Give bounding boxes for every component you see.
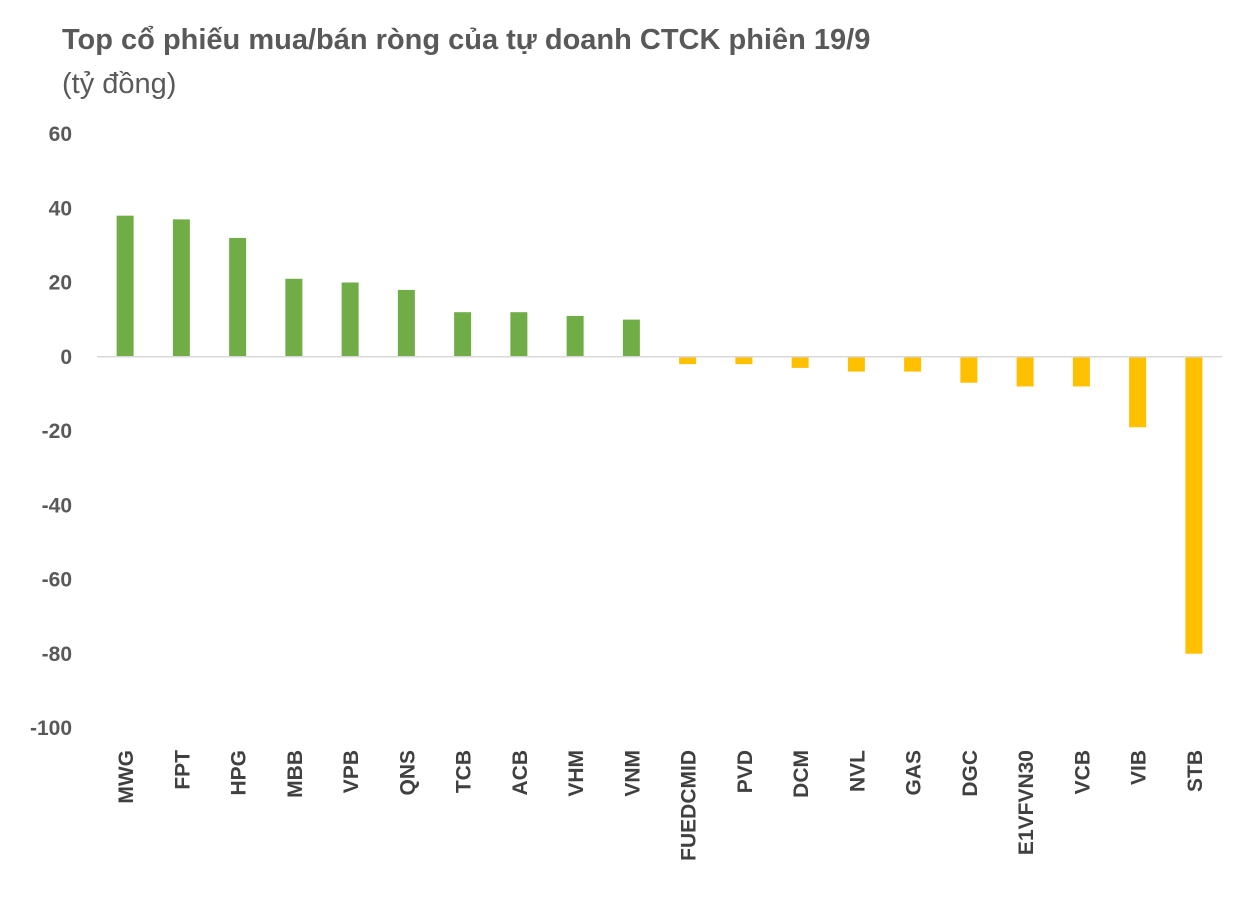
bar-vhm (566, 315, 584, 357)
bars (116, 215, 1203, 654)
bar-vcb (1072, 356, 1090, 387)
y-axis-ticks: 60 40 20 0 -20 -40 -60 -80 -100 (30, 123, 72, 740)
y-tick-label: -40 (42, 494, 72, 517)
x-tick-label: DGC (959, 750, 982, 797)
bar-vpb (341, 282, 359, 357)
y-tick-label: -20 (42, 420, 72, 443)
x-tick-label: DCM (790, 750, 813, 798)
y-tick-label: 20 (49, 272, 72, 295)
x-tick-label: FPT (171, 750, 194, 790)
bar-dgc (960, 356, 978, 383)
y-tick-label: 40 (49, 197, 72, 220)
bar-vib (1129, 356, 1147, 428)
bar-pvd (735, 356, 753, 365)
x-tick-label: ACB (509, 750, 532, 796)
bar-qns (397, 289, 415, 357)
x-tick-label: E1VFVN30 (1015, 750, 1038, 855)
chart-subtitle: (tỷ đồng) (62, 68, 177, 100)
x-axis-ticks: MWG FPT HPG MBB VPB QNS TCB ACB VHM VNM FUEDCMID PV… (115, 750, 1207, 861)
bar-acb (510, 312, 528, 357)
bar-mwg (116, 215, 134, 357)
bar-gas (904, 356, 922, 372)
x-tick-label: VCB (1071, 750, 1094, 794)
y-tick-label: -80 (42, 643, 72, 666)
x-tick-label: VNM (621, 750, 644, 797)
x-tick-label: QNS (396, 750, 419, 796)
x-tick-label: VPB (340, 750, 363, 793)
bar-nvl (847, 356, 865, 372)
bar-dcm (791, 356, 809, 368)
x-tick-label: GAS (903, 750, 926, 796)
x-tick-label: MBB (284, 750, 307, 798)
x-tick-label: PVD (734, 750, 757, 793)
x-tick-label: VHM (565, 750, 588, 797)
y-tick-label: -100 (30, 717, 72, 740)
x-tick-label: NVL (846, 750, 869, 792)
bar-e1vfvn30 (1016, 356, 1034, 387)
bar-fpt (172, 219, 190, 357)
bar-mbb (285, 278, 303, 357)
x-tick-label: MWG (115, 750, 138, 804)
bar-vnm (622, 319, 640, 357)
x-tick-label: VIB (1128, 750, 1151, 785)
y-tick-label: 0 (60, 346, 72, 369)
chart-title: Top cổ phiếu mua/bán ròng của tự doanh C… (62, 24, 871, 56)
bar-tcb (454, 312, 472, 357)
x-tick-label: HPG (228, 750, 251, 796)
y-tick-label: -60 (42, 569, 72, 592)
x-tick-label: STB (1184, 750, 1207, 792)
y-tick-label: 60 (49, 123, 72, 146)
bar-hpg (229, 237, 247, 357)
x-tick-label: FUEDCMID (678, 750, 701, 861)
bar-fuedcmid (679, 356, 697, 365)
x-tick-label: TCB (453, 750, 476, 793)
bar-stb (1185, 356, 1203, 654)
